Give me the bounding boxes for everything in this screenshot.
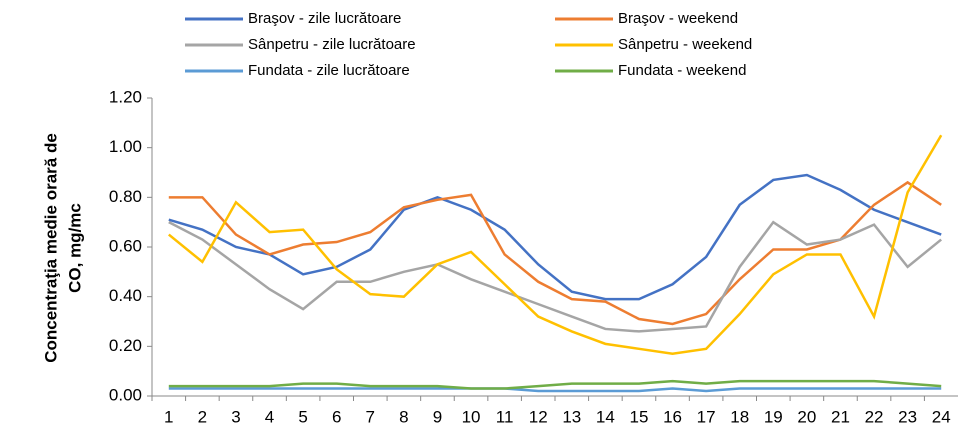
x-tick-label: 4 bbox=[265, 407, 274, 426]
y-tick-label: 0.80 bbox=[109, 187, 142, 206]
legend-label: Fundata - zile lucrătoare bbox=[248, 62, 410, 79]
x-tick-label: 1 bbox=[164, 407, 173, 426]
legend-label: Braşov - weekend bbox=[618, 10, 738, 27]
x-tick-label: 3 bbox=[231, 407, 240, 426]
y-tick-label: 0.40 bbox=[109, 286, 142, 305]
series-line bbox=[168, 134, 943, 356]
x-tick-label: 21 bbox=[831, 407, 850, 426]
y-tick-label: 0.20 bbox=[109, 336, 142, 355]
y-axis-label: Concentraţia medie orară de bbox=[41, 133, 60, 363]
legend-label: Sânpetru - weekend bbox=[618, 36, 752, 53]
x-tick-label: 23 bbox=[898, 407, 917, 426]
x-tick-label: 24 bbox=[932, 407, 951, 426]
x-tick-label: 19 bbox=[764, 407, 783, 426]
y-axis-label: CO, mg/mc bbox=[65, 203, 84, 293]
x-tick-label: 6 bbox=[332, 407, 341, 426]
y-tick-label: 1.00 bbox=[109, 137, 142, 156]
x-tick-label: 9 bbox=[433, 407, 442, 426]
x-tick-label: 15 bbox=[629, 407, 648, 426]
y-tick-label: 1.20 bbox=[109, 87, 142, 106]
x-tick-label: 2 bbox=[198, 407, 207, 426]
x-tick-label: 7 bbox=[366, 407, 375, 426]
y-tick-label: 0.00 bbox=[109, 385, 142, 404]
x-tick-label: 11 bbox=[496, 407, 514, 426]
x-tick-label: 22 bbox=[865, 407, 884, 426]
legend-label: Fundata - weekend bbox=[618, 62, 746, 79]
series-line bbox=[168, 180, 942, 326]
x-tick-label: 10 bbox=[462, 407, 481, 426]
x-tick-label: 8 bbox=[399, 407, 408, 426]
legend-label: Sânpetru - zile lucrătoare bbox=[248, 36, 416, 53]
y-tick-label: 0.60 bbox=[109, 236, 142, 255]
series-line bbox=[168, 379, 942, 390]
legend-label: Braşov - zile lucrătoare bbox=[248, 10, 401, 27]
x-tick-label: 18 bbox=[730, 407, 749, 426]
x-tick-label: 17 bbox=[697, 407, 716, 426]
series-line bbox=[168, 173, 942, 301]
x-tick-label: 5 bbox=[298, 407, 307, 426]
x-tick-label: 12 bbox=[529, 407, 548, 426]
x-tick-label: 13 bbox=[562, 407, 581, 426]
x-tick-label: 20 bbox=[797, 407, 816, 426]
x-tick-label: 14 bbox=[596, 407, 615, 426]
series-line bbox=[168, 387, 942, 393]
x-tick-label: 16 bbox=[663, 407, 682, 426]
series-line bbox=[168, 220, 942, 333]
